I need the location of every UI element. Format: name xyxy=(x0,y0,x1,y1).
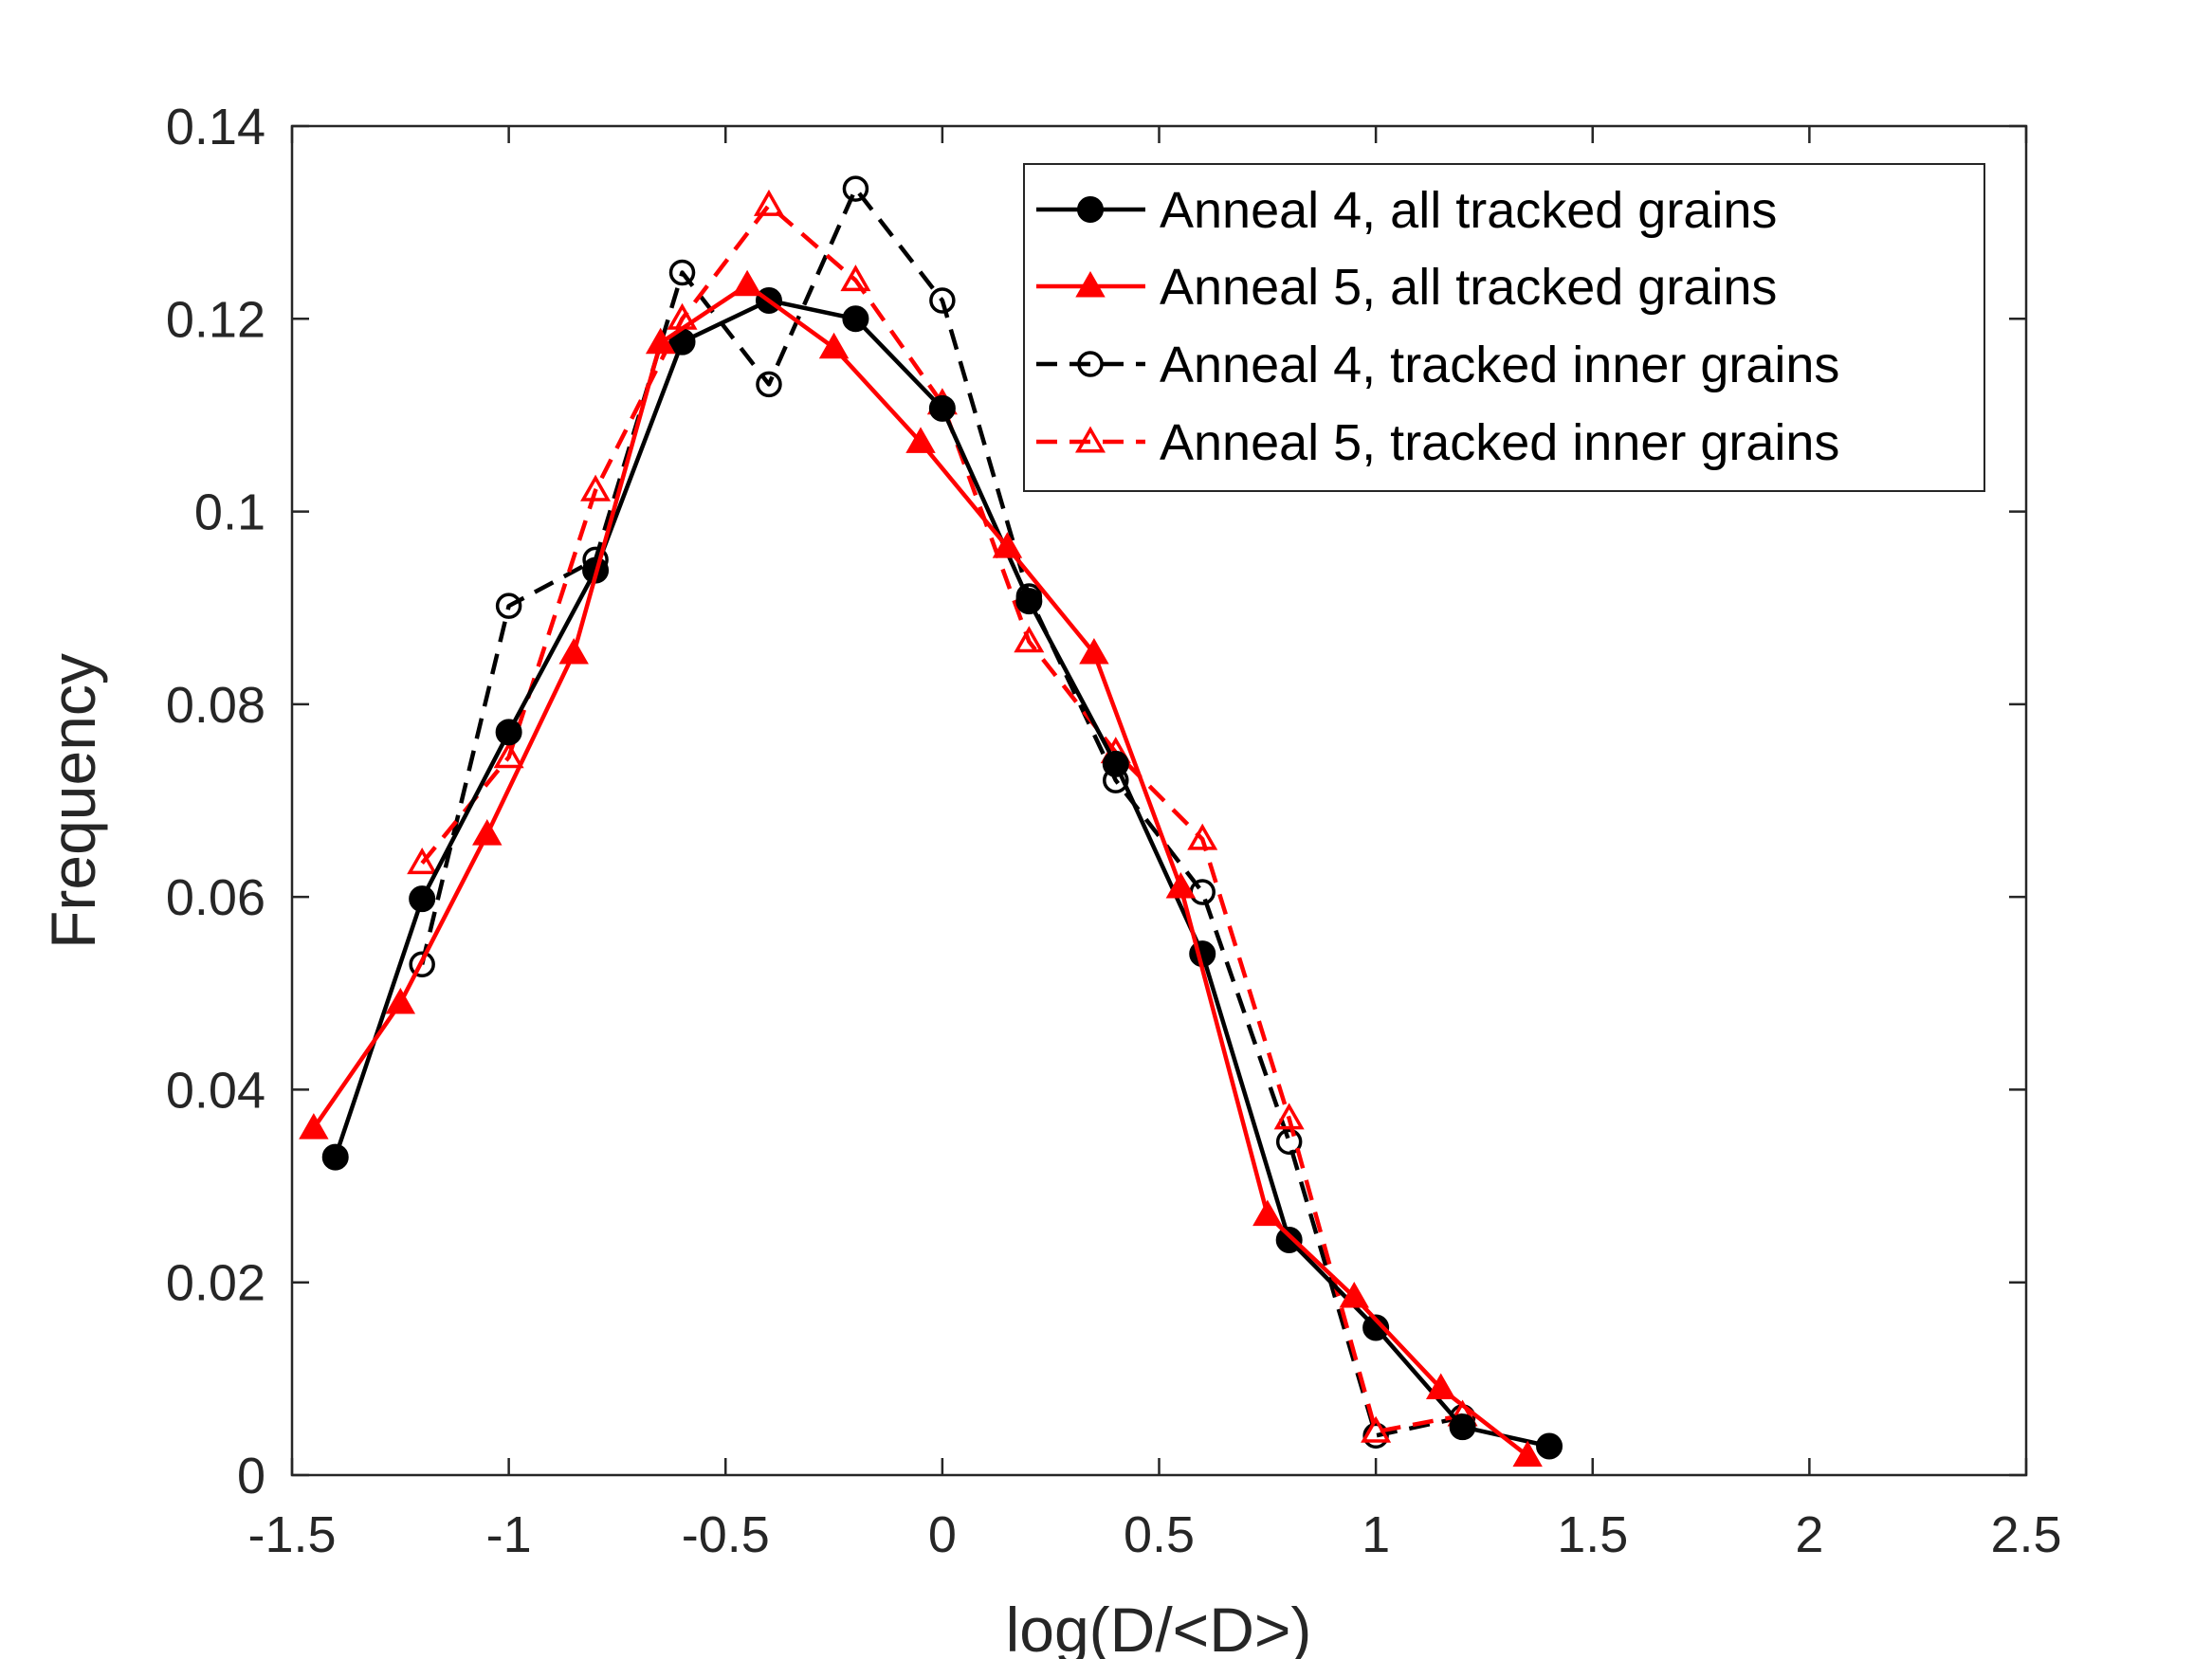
legend-item-3: Anneal 4, tracked inner grains xyxy=(1036,337,1839,393)
data-point xyxy=(409,885,436,913)
series-2 xyxy=(299,269,1543,1468)
data-point xyxy=(756,371,782,398)
data-point xyxy=(668,259,696,286)
x-tick-label: 2.5 xyxy=(1990,1506,2061,1563)
data-point xyxy=(321,1143,349,1171)
series-layer xyxy=(299,175,1563,1468)
data-point xyxy=(495,719,522,746)
data-point xyxy=(1339,1281,1369,1308)
data-point xyxy=(929,287,956,314)
data-point xyxy=(1165,871,1197,899)
x-tick-label: 1 xyxy=(1362,1506,1390,1563)
legend-items: Anneal 4, all tracked grains Anneal 5, al… xyxy=(1036,182,1839,471)
data-point xyxy=(558,637,589,665)
data-point xyxy=(385,987,416,1014)
data-point xyxy=(493,741,524,769)
data-point xyxy=(1275,1226,1303,1253)
y-tick-label: 0 xyxy=(237,1448,265,1504)
x-tick-label: -1 xyxy=(486,1506,532,1563)
y-tick-label: 0.12 xyxy=(166,291,265,348)
data-point xyxy=(1275,1128,1303,1156)
legend-item-1: Anneal 4, all tracked grains xyxy=(1036,182,1777,239)
data-point xyxy=(580,474,612,501)
data-point xyxy=(1252,1199,1283,1227)
x-tick-labels: -1.5 -1 -0.5 0 0.5 1 1.5 2 2.5 xyxy=(247,1506,2061,1563)
data-point xyxy=(842,175,869,202)
data-point xyxy=(818,332,850,359)
data-point xyxy=(1074,426,1106,453)
data-point xyxy=(299,1113,329,1139)
x-tick-label: -0.5 xyxy=(682,1506,770,1563)
data-point xyxy=(732,269,762,297)
data-point xyxy=(1014,626,1045,653)
data-point xyxy=(1187,823,1218,850)
series-line xyxy=(420,203,1463,1434)
legend: Anneal 4, all tracked grains Anneal 5, al… xyxy=(1023,163,1985,492)
data-point xyxy=(495,592,522,619)
y-tick-label: 0.04 xyxy=(166,1062,265,1119)
data-point xyxy=(753,189,784,216)
y-tick-label: 0.02 xyxy=(166,1255,265,1312)
data-point xyxy=(1361,1415,1392,1443)
legend-item-4: Anneal 5, tracked inner grains xyxy=(1036,414,1839,471)
y-tick-label: 0.14 xyxy=(166,99,265,155)
data-point xyxy=(1362,1422,1389,1449)
x-tick-label: 1.5 xyxy=(1557,1506,1628,1563)
legend-item-2: Anneal 5, all tracked grains xyxy=(1036,259,1777,316)
data-point xyxy=(1015,588,1043,615)
x-axis-label: log(D/<D>) xyxy=(1006,1595,1312,1659)
data-point xyxy=(472,819,503,846)
data-point xyxy=(928,394,956,422)
legend-label: Anneal 5, all tracked grains xyxy=(1160,259,1777,316)
x-tick-label: 0.5 xyxy=(1124,1506,1195,1563)
data-point xyxy=(1449,1413,1476,1441)
x-tick-label: 2 xyxy=(1795,1506,1823,1563)
legend-label: Anneal 5, tracked inner grains xyxy=(1160,414,1839,471)
data-point xyxy=(842,305,869,333)
data-point xyxy=(1079,637,1109,665)
legend-label: Anneal 4, tracked inner grains xyxy=(1160,337,1839,393)
data-point xyxy=(1075,270,1106,298)
y-tick-labels: 0 0.02 0.04 0.06 0.08 0.1 0.12 0.14 xyxy=(166,99,265,1504)
y-tick-label: 0.1 xyxy=(194,484,265,541)
legend-label: Anneal 4, all tracked grains xyxy=(1160,182,1777,239)
y-tick-label: 0.06 xyxy=(166,869,265,926)
data-point xyxy=(1077,196,1104,223)
data-point xyxy=(1512,1440,1543,1468)
data-point xyxy=(840,264,871,292)
data-point xyxy=(645,327,676,355)
data-point xyxy=(1362,1314,1390,1341)
x-tick-label: -1.5 xyxy=(247,1506,336,1563)
data-point xyxy=(409,951,435,978)
data-point xyxy=(1425,1373,1456,1400)
data-point xyxy=(1102,750,1129,777)
data-point xyxy=(1536,1432,1563,1460)
x-tick-label: 0 xyxy=(928,1506,957,1563)
data-point xyxy=(992,532,1023,558)
y-axis-label: Frequency xyxy=(38,653,108,949)
data-point xyxy=(905,427,936,453)
legend-box xyxy=(1023,163,1985,492)
data-point xyxy=(1077,351,1104,377)
axis-ticks xyxy=(290,124,2028,1477)
data-point xyxy=(1273,1103,1305,1130)
data-point xyxy=(407,848,438,875)
y-tick-label: 0.08 xyxy=(166,677,265,734)
